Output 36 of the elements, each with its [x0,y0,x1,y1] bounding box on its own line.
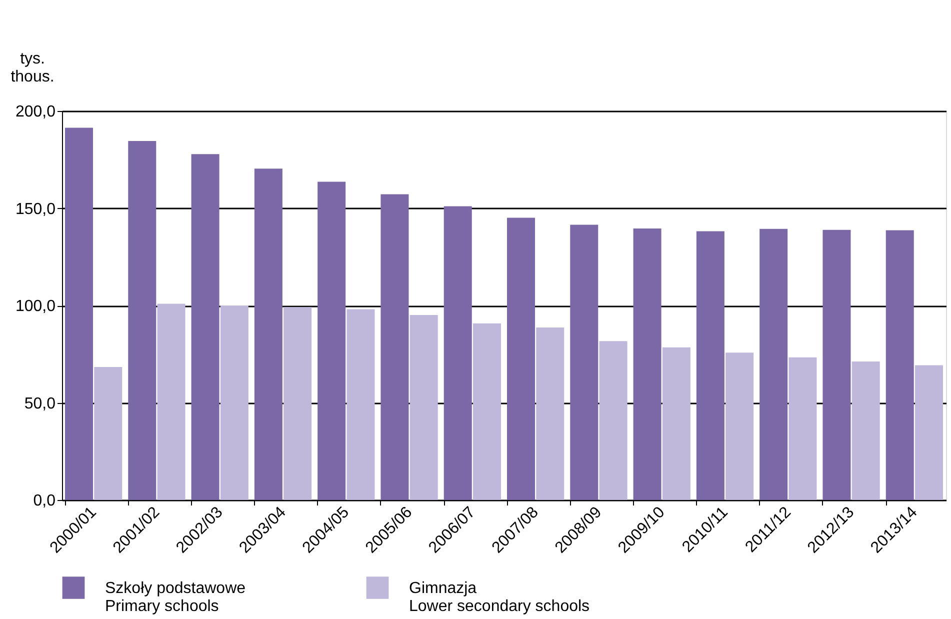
bar [444,206,472,500]
bar [191,154,220,500]
bar [507,218,535,500]
bar [726,352,754,500]
y-tick-label: 100,0 [15,298,56,315]
bar [915,365,943,500]
legend-label: Gimnazja Lower secondary schools [409,580,590,615]
y-tick-label: 0,0 [33,492,56,510]
bar [94,366,122,500]
bar [318,182,346,500]
bar [380,194,409,500]
bar [473,323,501,500]
bar [157,304,186,500]
bar [788,357,817,500]
bar [536,327,564,500]
bar [128,140,156,500]
y-tick-label: 50,0 [24,395,56,412]
bar [696,231,724,500]
bar [822,230,851,500]
y-axis-title: tys. thous. [10,50,54,86]
y-tick-label: 150,0 [15,200,56,218]
bar [65,128,93,500]
bar [633,228,662,500]
bar [760,228,788,500]
bar [662,347,690,500]
bar [254,168,282,500]
bar [284,307,312,500]
bar [410,315,438,500]
bar [599,341,628,500]
bar [570,224,598,500]
bar [220,306,248,500]
bar [852,362,880,500]
bar [346,309,375,500]
y-tick-label: 200,0 [15,104,56,120]
bar [886,230,914,500]
legend-label: Szkoły podstawowe Primary schools [105,580,246,615]
